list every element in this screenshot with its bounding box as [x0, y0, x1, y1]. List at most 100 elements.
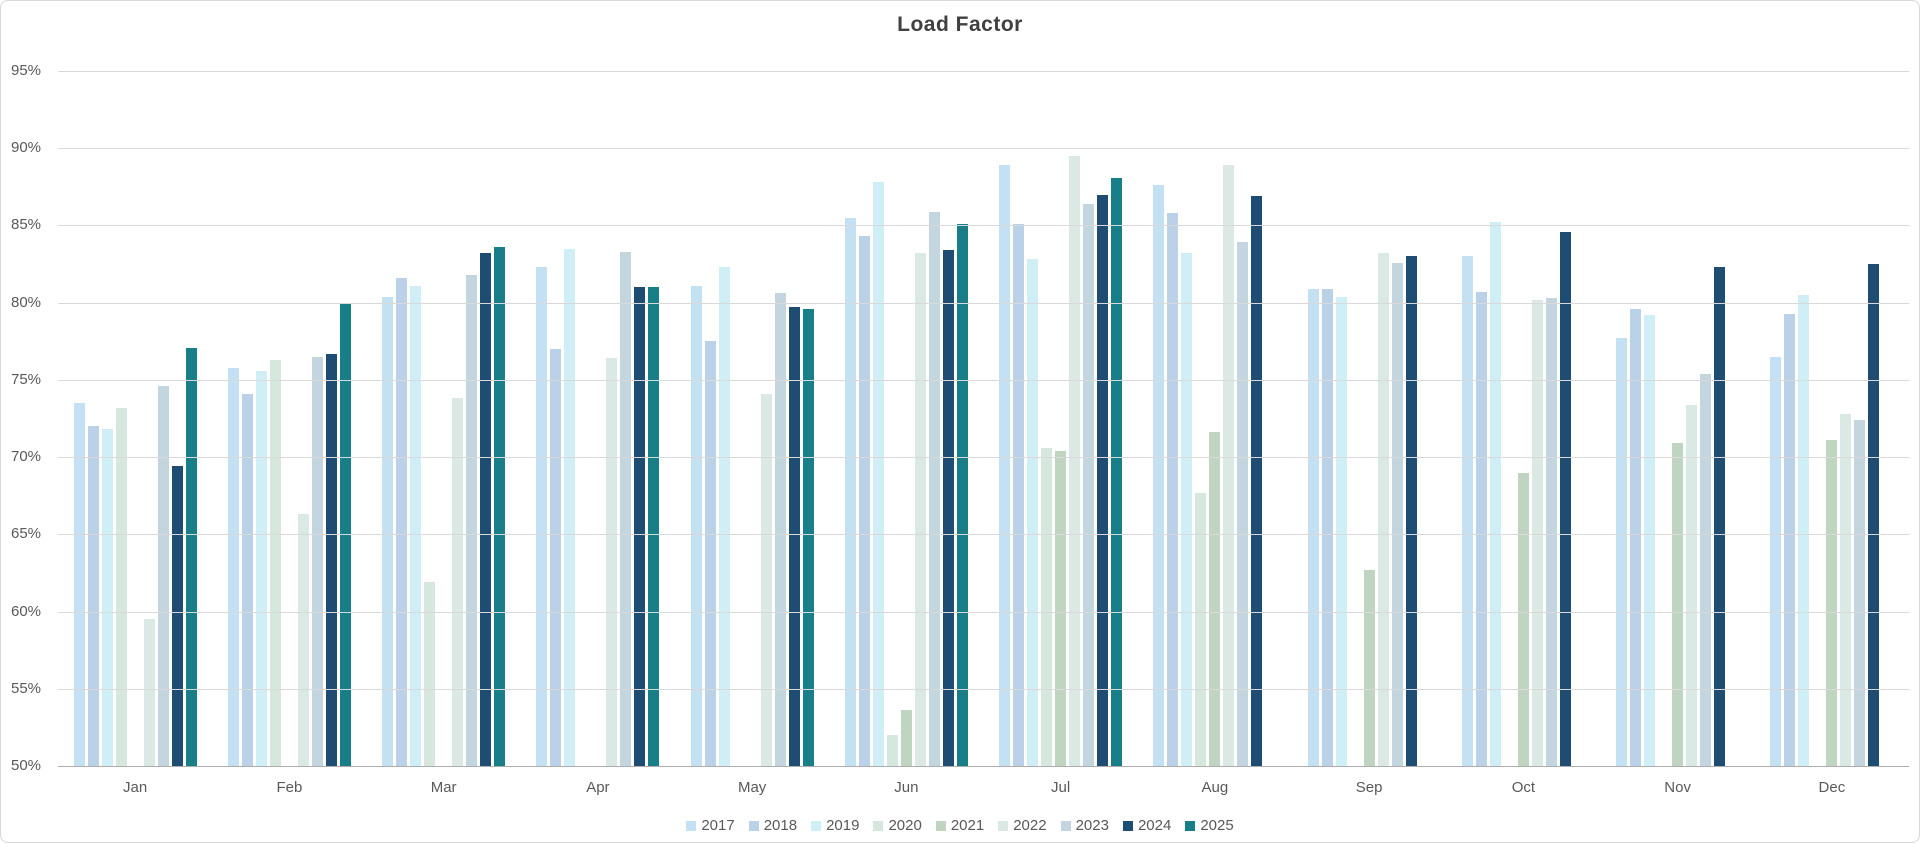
bar-2019-oct [1489, 222, 1501, 766]
x-axis-label-jul: Jul [1051, 779, 1071, 796]
legend-label-2024: 2024 [1137, 817, 1172, 834]
bar-2017-aug [1153, 185, 1165, 766]
bar-2019-nov [1644, 315, 1656, 766]
bar-2024-jan [171, 466, 183, 766]
bar-2018-dec [1784, 313, 1796, 766]
bar-2023-sep [1391, 262, 1403, 766]
bar-2021-nov [1672, 443, 1684, 766]
bar-2024-sep [1405, 256, 1417, 766]
legend-swatch-2022 [998, 820, 1009, 831]
bar-2020-mar [424, 582, 436, 766]
legend-label-2020: 2020 [888, 817, 922, 834]
bar-2024-dec [1868, 264, 1880, 766]
y-axis-label: 70% [11, 448, 42, 466]
bars-row: Jan Feb Mar Apr May Jun Jul Aug Sep Oct Nov Dec [58, 71, 1909, 796]
gridline [58, 379, 1909, 381]
bar-2020-jul [1041, 447, 1053, 766]
month-group-may: May [675, 71, 829, 796]
legend-item-2022: 2022 [998, 817, 1047, 834]
bar-2024-may [788, 307, 800, 766]
bar-2019-mar [410, 285, 422, 766]
month-group-dec: Dec [1755, 71, 1909, 796]
legend-swatch-2023 [1060, 820, 1071, 831]
bar-2017-jul [999, 165, 1011, 766]
bar-2020-feb [269, 359, 281, 766]
bar-2022-oct [1531, 299, 1543, 766]
bar-2023-jan [157, 386, 169, 766]
x-axis-label-nov: Nov [1664, 779, 1691, 796]
bar-2019-jun [872, 182, 884, 766]
gridline [58, 534, 1909, 536]
x-axis-label-oct: Oct [1511, 779, 1536, 796]
bar-2025-may [802, 308, 814, 766]
legend-label-2017: 2017 [701, 817, 735, 834]
bar-2024-jun [942, 250, 954, 766]
y-axis-label: 60% [11, 602, 42, 620]
legend-item-2018: 2018 [748, 817, 797, 834]
legend-label-2021: 2021 [950, 817, 985, 834]
bar-2025-jun [956, 223, 968, 766]
bar-2018-apr [550, 349, 562, 766]
bar-2022-aug [1223, 165, 1235, 766]
bar-2018-jul [1013, 223, 1025, 766]
x-axis-label-mar: Mar [430, 779, 457, 796]
bar-2024-feb [325, 353, 337, 766]
bar-2021-aug [1209, 432, 1221, 766]
legend-item-2023: 2023 [1060, 817, 1109, 834]
legend-label-2023: 2023 [1075, 817, 1109, 834]
bar-2023-nov [1700, 373, 1712, 766]
month-group-mar: Mar [367, 71, 521, 796]
month-group-jun: Jun [829, 71, 983, 796]
y-axis-label: 90% [11, 139, 42, 157]
bar-2023-apr [620, 251, 632, 766]
bar-2018-may [704, 341, 716, 766]
bar-2022-nov [1686, 404, 1698, 766]
month-group-apr: Apr [521, 71, 675, 796]
y-axis-label: 80% [11, 293, 42, 311]
bar-2021-jul [1055, 450, 1067, 766]
month-group-sep: Sep [1292, 71, 1446, 796]
bar-2018-jan [87, 426, 99, 766]
bar-2023-oct [1545, 298, 1557, 766]
y-axis-label: 75% [11, 370, 42, 388]
bar-2022-may [760, 393, 772, 766]
bar-2018-jun [858, 236, 870, 766]
bar-2022-jun [914, 253, 926, 766]
month-group-nov: Nov [1601, 71, 1755, 796]
bar-2019-sep [1335, 296, 1347, 766]
plot-area: Jan Feb Mar Apr May Jun Jul Aug Sep Oct Nov Dec [58, 71, 1909, 796]
x-axis-label-apr: Apr [586, 779, 610, 796]
gridline [58, 148, 1909, 150]
bar-2020-jan [115, 407, 127, 766]
bar-2025-jan [185, 347, 197, 766]
bar-2017-oct [1461, 256, 1473, 766]
legend-swatch-2019 [811, 820, 822, 831]
y-axis-label: 55% [11, 679, 42, 697]
bar-2017-mar [382, 296, 394, 766]
bar-2022-mar [452, 398, 464, 766]
bar-2023-aug [1237, 242, 1249, 766]
x-axis-label-aug: Aug [1201, 779, 1229, 796]
month-group-feb: Feb [212, 71, 366, 796]
bar-2019-jul [1027, 259, 1039, 766]
bar-2019-feb [255, 370, 267, 766]
bar-2021-dec [1826, 440, 1838, 766]
bar-2017-feb [227, 367, 239, 766]
x-axis-label-jun: Jun [894, 779, 919, 796]
bar-2019-apr [564, 248, 576, 766]
bar-2018-aug [1167, 213, 1179, 766]
x-axis-line [58, 766, 1909, 767]
legend-swatch-2025 [1185, 820, 1196, 831]
bar-2022-jul [1069, 155, 1081, 766]
bar-2022-apr [606, 358, 618, 766]
bar-2017-may [690, 285, 702, 766]
bar-2022-sep [1377, 253, 1389, 766]
gridline [58, 457, 1909, 459]
bar-2023-dec [1854, 420, 1866, 766]
bar-2019-dec [1798, 294, 1810, 766]
y-axis-label: 85% [11, 216, 42, 234]
legend: 2017 2018 2019 2020 2021 2022 2023 2024 2025 [1, 817, 1919, 834]
gridline [58, 611, 1909, 613]
bar-2023-jun [928, 211, 940, 766]
bar-2019-jan [101, 429, 113, 766]
